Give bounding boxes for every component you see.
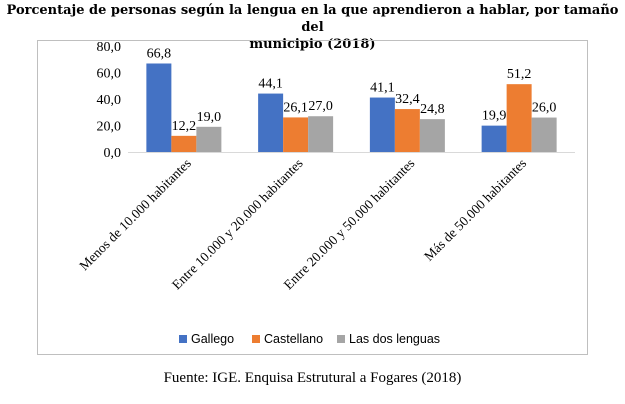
bar-gallego xyxy=(369,97,395,152)
bar-castellano xyxy=(506,84,532,152)
bar-gallego xyxy=(481,125,507,152)
data-label: 27,0 xyxy=(308,99,333,114)
data-label: 12,2 xyxy=(172,119,197,134)
data-label: 19,0 xyxy=(197,110,222,125)
bar-gallego xyxy=(146,63,172,152)
bar-las-dos-lenguas xyxy=(419,119,445,152)
data-label: 51,2 xyxy=(507,67,532,82)
bar-gallego xyxy=(258,93,284,152)
legend-label: Las dos lenguas xyxy=(349,332,440,346)
bar-castellano xyxy=(171,135,197,152)
category-label: Entre 10.000 y 20.000 habitantes xyxy=(169,156,306,293)
chart-title-line-1: Porcentaje de personas según la lengua e… xyxy=(6,3,619,35)
data-label: 41,1 xyxy=(370,81,395,96)
category-label: Entre 20.000 y 50.000 habitantes xyxy=(281,156,418,293)
bar-las-dos-lenguas xyxy=(531,117,557,152)
y-tick-label: 20,0 xyxy=(97,120,122,135)
data-label: 19,9 xyxy=(482,109,507,124)
y-tick-label: 80,0 xyxy=(97,40,122,55)
category-label: Más de 50.000 habitantes xyxy=(421,156,529,264)
data-label: 26,0 xyxy=(532,101,557,116)
legend-label: Gallego xyxy=(191,332,234,346)
y-tick-label: 0,0 xyxy=(104,146,122,161)
data-label: 26,1 xyxy=(283,100,308,115)
bar-las-dos-lenguas xyxy=(196,126,222,152)
bar-las-dos-lenguas xyxy=(308,116,334,152)
legend-swatch-las-dos-lenguas xyxy=(337,335,345,343)
data-label: 66,8 xyxy=(147,46,172,61)
data-label: 44,1 xyxy=(258,77,283,92)
legend-swatch-gallego xyxy=(179,335,187,343)
chart-frame xyxy=(37,40,588,355)
legend-label: Castellano xyxy=(264,332,323,346)
data-label: 32,4 xyxy=(395,92,420,107)
y-tick-label: 40,0 xyxy=(97,93,122,108)
category-label: Menos de 10.000 habitantes xyxy=(76,156,194,274)
bar-castellano xyxy=(394,109,420,152)
legend-swatch-castellano xyxy=(252,335,260,343)
bar-castellano xyxy=(283,117,309,152)
data-label: 24,8 xyxy=(420,102,445,117)
y-tick-label: 60,0 xyxy=(97,67,122,82)
source-note: Fuente: IGE. Enquisa Estrutural a Fogare… xyxy=(163,370,462,386)
